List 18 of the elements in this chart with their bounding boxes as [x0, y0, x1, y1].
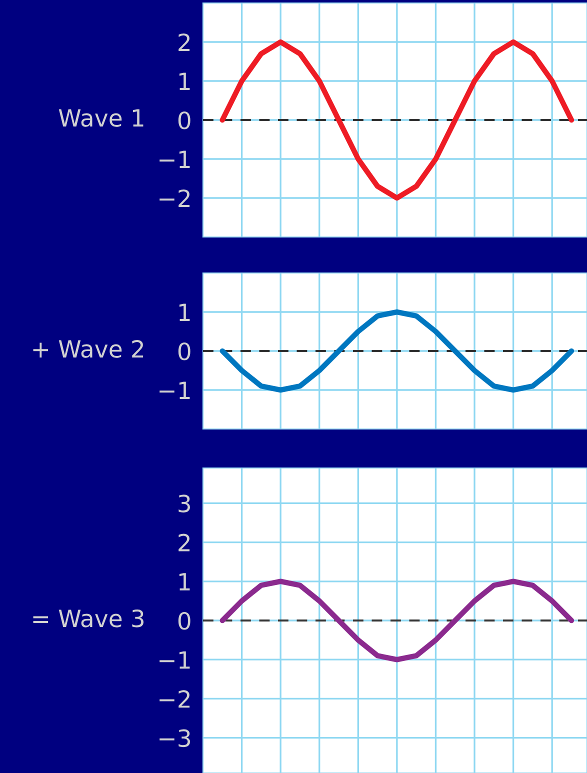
y-tick-label: −2	[160, 690, 190, 708]
y-tick-label: 2	[178, 534, 190, 552]
y-tick-label: −1	[160, 382, 190, 399]
y-tick-label: 1	[179, 304, 190, 321]
y-tick-label: 0	[178, 342, 190, 360]
y-tick-label: 0	[178, 612, 190, 630]
y-tick-label: 3	[178, 494, 190, 512]
y-axis-title: + Wave 2	[33, 340, 144, 358]
y-tick-label: 0	[178, 111, 190, 130]
y-tick-label: −1	[160, 651, 190, 669]
y-tick-label: 1	[179, 72, 190, 90]
y-tick-label: −1	[160, 150, 190, 168]
y-axis-title: Wave 1	[58, 109, 144, 127]
y-tick-label: 1	[179, 573, 190, 590]
y-axis-title: = Wave 3	[33, 609, 144, 628]
y-tick-label: −3	[160, 729, 190, 748]
y-tick-label: −2	[160, 189, 190, 207]
y-tick-label: 2	[178, 33, 190, 51]
